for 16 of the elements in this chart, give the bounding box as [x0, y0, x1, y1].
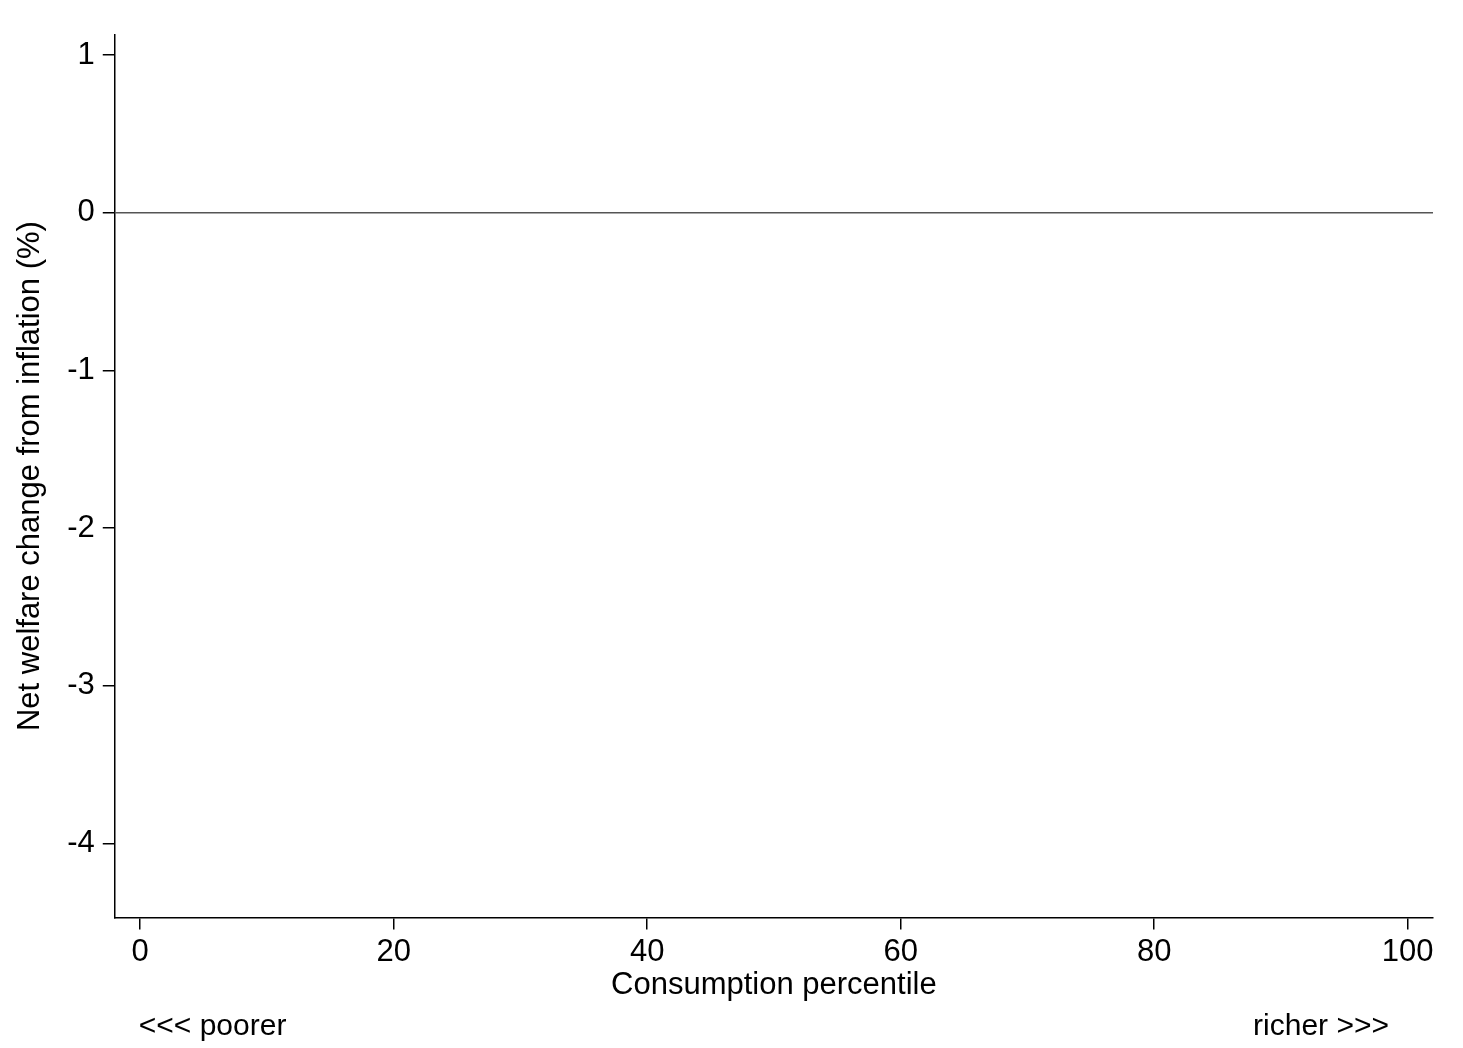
y-tick-label: 0 — [77, 193, 95, 229]
x-tick-label: 80 — [1136, 932, 1172, 968]
y-tick-label: -3 — [67, 666, 95, 702]
y-tick-label: -1 — [67, 351, 95, 386]
x-axis-title: Consumption percentile — [611, 965, 937, 1001]
x-tick-label: 20 — [376, 932, 411, 968]
y-tick-label: 1 — [77, 35, 95, 71]
x-tick-label: 0 — [131, 932, 149, 968]
text: richer >>> — [1253, 1008, 1389, 1042]
x-tick-label: 100 — [1381, 932, 1434, 968]
x-tick-label: 60 — [883, 932, 918, 968]
x-tick-label: 40 — [629, 932, 665, 968]
y-tick-label: -4 — [67, 824, 95, 860]
y-axis-title: Net welfare change from inflation (%) — [11, 221, 47, 732]
text: <<< poorer — [138, 1008, 287, 1042]
y-tick-label: -2 — [67, 508, 95, 544]
